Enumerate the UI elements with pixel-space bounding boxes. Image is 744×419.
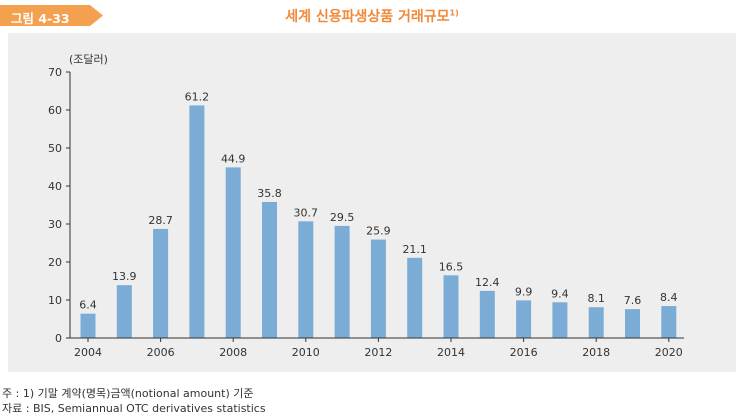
bar-value-label: 9.4	[551, 287, 569, 300]
bar-value-label: 7.6	[624, 294, 642, 307]
bar	[80, 313, 96, 338]
bar-value-label: 9.9	[515, 285, 533, 298]
x-tick-label: 2010	[292, 346, 320, 359]
bar	[443, 275, 459, 338]
bar	[298, 221, 314, 338]
bar-value-label: 13.9	[112, 270, 137, 283]
figure-label-tag: 그림 4-33	[0, 5, 103, 26]
x-tick-label: 2004	[74, 346, 102, 359]
bar-value-label: 8.1	[587, 292, 605, 305]
bar-value-label: 8.4	[660, 291, 678, 304]
x-tick-label: 2016	[510, 346, 538, 359]
bar-value-label: 21.1	[402, 243, 427, 256]
y-tick-label: 0	[55, 332, 62, 345]
footnote-source: 자료 : BIS, Semiannual OTC derivatives sta…	[2, 402, 266, 415]
chart-panel: (조달러) 0 10 20 30 40 50 60 70 6.4 13.9 28.7 61.2 44.9 3…	[8, 33, 736, 372]
bar-value-label: 61.2	[185, 90, 210, 103]
bar	[153, 228, 169, 338]
bar	[407, 257, 423, 338]
bar-value-label: 25.9	[366, 225, 391, 238]
chart-title: 세계 신용파생상품 거래규모1)	[200, 6, 544, 26]
y-tick-label: 50	[48, 142, 62, 155]
bar	[516, 300, 532, 338]
bar-value-label: 44.9	[221, 152, 246, 165]
y-tick-label: 70	[48, 66, 62, 79]
footnotes: 주 : 1) 기말 계약(명목)금액(notional amount) 기준 자…	[2, 386, 266, 416]
x-tick-label: 2014	[437, 346, 465, 359]
bar-value-label: 29.5	[330, 211, 355, 224]
bar	[552, 302, 568, 338]
bar	[625, 309, 640, 338]
bar-chart: (조달러) 0 10 20 30 40 50 60 70 6.4 13.9 28.7 61.2 44.9 3…	[48, 53, 684, 359]
bar	[262, 201, 277, 338]
chart-title-text: 세계 신용파생상품 거래규모	[285, 9, 450, 25]
x-tick-label: 2020	[655, 346, 683, 359]
bar	[116, 285, 132, 338]
footnote-note: 주 : 1) 기말 계약(명목)금액(notional amount) 기준	[2, 387, 254, 400]
bar-value-label: 16.5	[439, 260, 464, 273]
bar-value-label: 12.4	[475, 276, 500, 289]
x-tick-label: 2018	[582, 346, 610, 359]
bar	[479, 290, 495, 338]
x-tick-label: 2006	[147, 346, 175, 359]
figure-label: 그림 4-33	[11, 11, 70, 26]
y-axis-label: (조달러)	[69, 53, 108, 66]
bar	[189, 105, 205, 338]
x-tick-label: 2008	[219, 346, 247, 359]
bar-value-label: 30.7	[294, 206, 319, 219]
bar	[588, 307, 604, 338]
y-tick-label: 30	[48, 218, 62, 231]
y-tick-label: 60	[48, 104, 62, 117]
y-tick-label: 20	[48, 256, 62, 269]
bar	[370, 239, 386, 338]
y-tick-label: 10	[48, 294, 62, 307]
bar	[661, 306, 677, 338]
bar-value-label: 28.7	[148, 214, 173, 227]
bar	[225, 167, 241, 338]
title-footnote-marker: 1)	[449, 8, 459, 18]
bar-value-label: 6.4	[79, 299, 97, 312]
bar	[334, 225, 350, 338]
bar-value-label: 35.8	[257, 187, 282, 200]
x-tick-label: 2012	[364, 346, 392, 359]
y-tick-label: 40	[48, 180, 62, 193]
